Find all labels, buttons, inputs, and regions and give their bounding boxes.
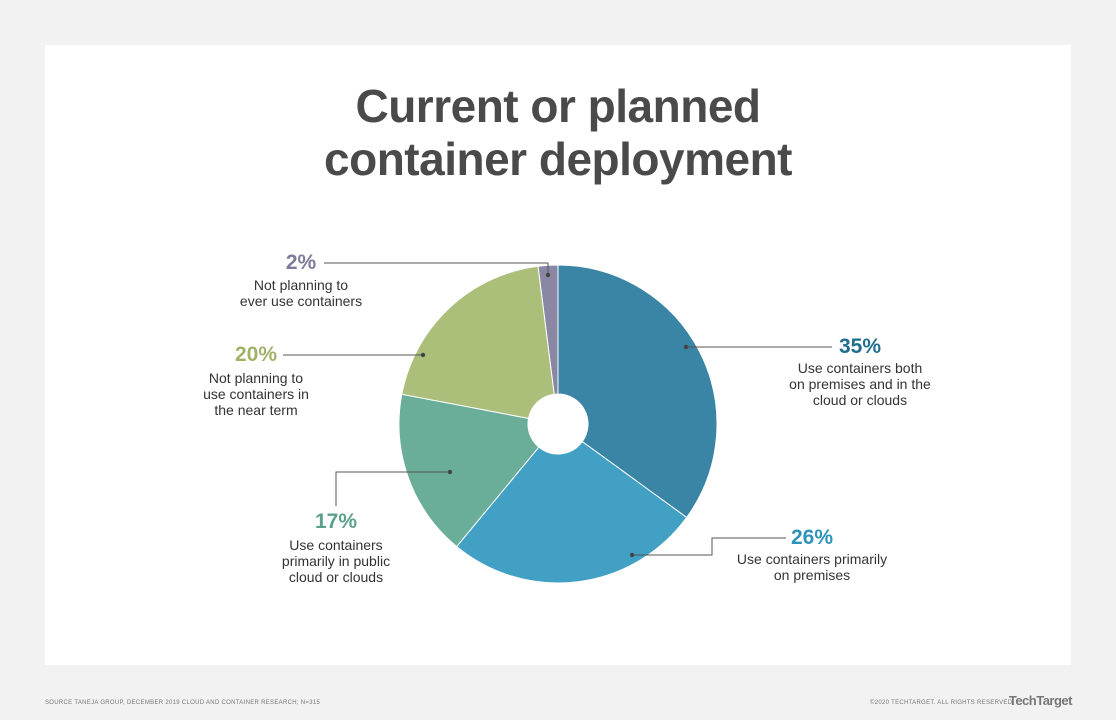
leader-line [335, 471, 450, 506]
logo: TechTarget [1008, 693, 1073, 708]
pie-slice [537, 264, 559, 395]
leader-line [632, 537, 786, 556]
copyright: ©2020 TECHTARGET. ALL RIGHTS RESERVED [870, 700, 1013, 706]
value-label: 2% [285, 251, 317, 274]
pie-slice [455, 440, 688, 584]
category-label: Use containers primarily on premises [736, 551, 888, 583]
value-label: 26% [790, 526, 834, 549]
pie-slice [398, 393, 540, 548]
leader-dot [545, 272, 551, 278]
category-label: Not planning to ever use containers [239, 277, 363, 309]
leader-dot [629, 552, 635, 558]
value-label: 17% [314, 510, 358, 533]
value-label: 20% [234, 343, 278, 366]
category-label: Use containers primarily in public cloud… [281, 537, 391, 585]
leader-dot [447, 469, 453, 475]
chart-title: Current or planned container deployment [324, 80, 792, 185]
value-label: 35% [838, 335, 882, 358]
pie-slice [557, 264, 718, 519]
leader-dot [420, 352, 426, 358]
category-label: Use containers both on premises and in t… [789, 360, 931, 408]
leader-line [324, 262, 549, 275]
pie-slice [401, 265, 555, 419]
category-label: Not planning to use containers in the ne… [203, 370, 309, 418]
source-note: SOURCE TANEJA GROUP, DECEMBER 2019 CLOUD… [45, 700, 321, 706]
leader-dot [683, 344, 689, 350]
